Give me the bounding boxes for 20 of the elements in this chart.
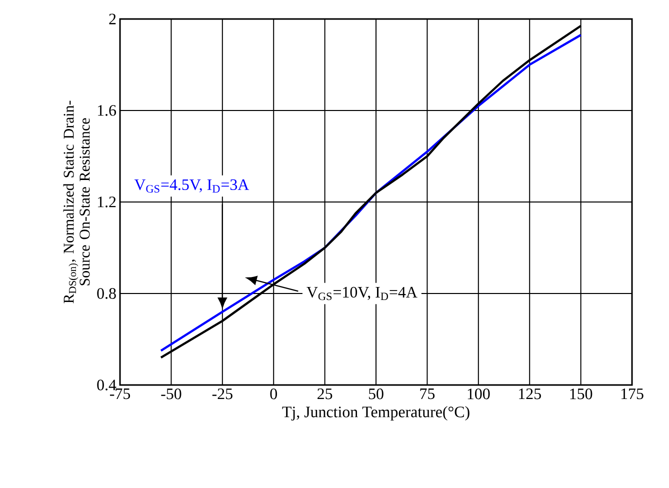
y-tick-label: 1.6 [98, 105, 116, 116]
y-tick-label: 0.4 [97, 380, 116, 390]
x-tick-label: -25 [212, 388, 232, 400]
legend-label: V$_{GS}$=10V, I$_{D}$=4A [306, 286, 418, 300]
x-tick-label: -75 [110, 388, 130, 400]
y-tick-label: 2 [109, 14, 116, 24]
x-tick-label: 0 [270, 388, 277, 400]
x-tick-label: 175 [621, 388, 644, 400]
text: V$_{GS}$=4.5V, I$_{D}$=3A [134, 179, 250, 193]
x-tick-label: 100 [468, 388, 490, 400]
x-tick-label: 150 [570, 388, 592, 400]
x-tick-label: 75 [420, 388, 435, 400]
y-axis-title: R$_{DS(on)}$, Normalized Static Drain-Source On-State Resistance [63, 100, 90, 304]
x-tick-label: 25 [318, 388, 332, 400]
x-tick-label: 125 [519, 388, 541, 400]
y-tick-label: 0.8 [97, 288, 116, 299]
x-tick-label: 50 [368, 388, 384, 400]
x-axis-title: Tj, Junction Temperature(°C) [282, 406, 470, 421]
y-tick-label: 1.2 [98, 196, 116, 208]
x-tick-label: -50 [161, 388, 182, 400]
